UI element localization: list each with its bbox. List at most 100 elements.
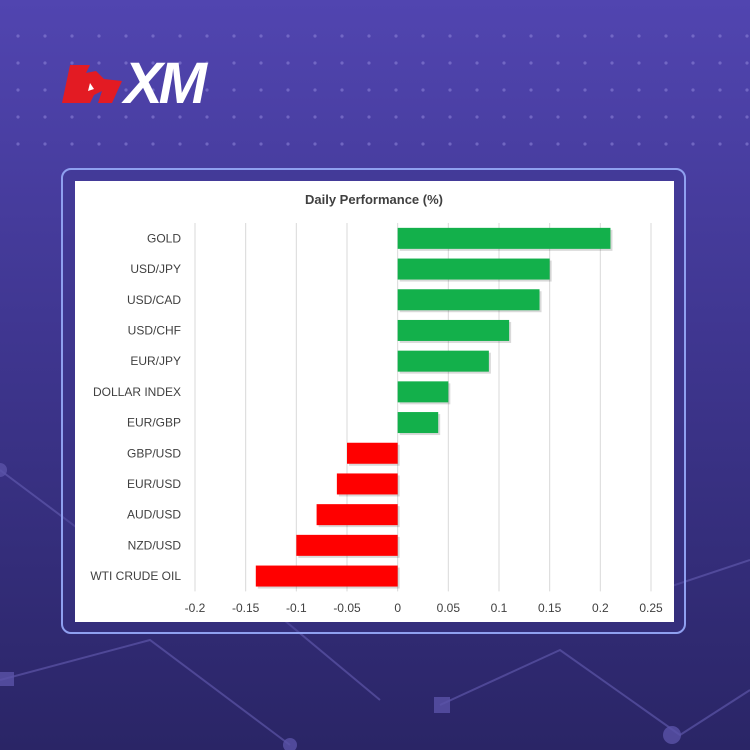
background-dot	[43, 88, 47, 92]
background-dot	[394, 88, 398, 92]
background-dot	[421, 88, 425, 92]
background-dot	[286, 34, 290, 38]
background-dot	[421, 34, 425, 38]
background-dot	[340, 88, 344, 92]
background-dot	[583, 61, 587, 65]
background-dot	[16, 88, 20, 92]
background-dot	[232, 34, 236, 38]
background-dot	[475, 142, 479, 146]
bar	[397, 412, 439, 434]
xm-logo: XM	[60, 55, 207, 113]
background-dot	[583, 88, 587, 92]
background-dot	[205, 142, 209, 146]
x-tick-label: 0.25	[639, 601, 663, 615]
background-dot	[313, 88, 317, 92]
background-dot	[151, 115, 155, 119]
background-dot	[70, 115, 74, 119]
background-dot	[610, 142, 614, 146]
background-dot	[421, 115, 425, 119]
x-tick-label: 0.15	[538, 601, 562, 615]
background-dot	[367, 115, 371, 119]
background-dot	[583, 34, 587, 38]
background-dot	[556, 142, 560, 146]
background-dot	[16, 61, 20, 65]
background-dot	[151, 142, 155, 146]
background-dot	[205, 115, 209, 119]
background-dot	[448, 61, 452, 65]
background-dot	[502, 142, 506, 146]
background-dot	[313, 115, 317, 119]
background-dot	[745, 34, 749, 38]
bar	[347, 442, 398, 464]
background-dot	[745, 142, 749, 146]
background-dot	[637, 115, 641, 119]
background-dot	[70, 34, 74, 38]
background-dot	[637, 142, 641, 146]
background-dot	[43, 34, 47, 38]
background-dot	[556, 34, 560, 38]
x-tick-label: -0.05	[333, 601, 361, 615]
background-dot	[340, 142, 344, 146]
background-dot	[259, 142, 263, 146]
background-dot	[529, 88, 533, 92]
background-dot	[313, 34, 317, 38]
background-dot	[718, 115, 722, 119]
bar	[397, 350, 489, 372]
background-dot	[232, 88, 236, 92]
bar	[255, 565, 398, 587]
background-dot	[232, 115, 236, 119]
background-dot	[529, 142, 533, 146]
background-dot	[259, 88, 263, 92]
background-dot	[421, 142, 425, 146]
x-tick-label: -0.15	[232, 601, 260, 615]
background-dot	[664, 88, 668, 92]
background-dot	[97, 34, 101, 38]
background-dot	[529, 61, 533, 65]
category-label: USD/CHF	[128, 323, 181, 337]
background-dot	[502, 34, 506, 38]
background-dot	[151, 61, 155, 65]
background-dot	[502, 88, 506, 92]
bar	[296, 534, 398, 556]
background-dot	[178, 142, 182, 146]
background-dot	[745, 88, 749, 92]
background-dot	[286, 88, 290, 92]
background-dot	[178, 34, 182, 38]
background-dot	[448, 88, 452, 92]
background-dot	[421, 61, 425, 65]
category-label: GOLD	[147, 231, 181, 245]
category-label: USD/JPY	[130, 262, 181, 276]
chart-panel: Daily Performance (%) GOLD USD/JPY USD/CAD…	[75, 181, 674, 622]
chart-title: Daily Performance (%)	[305, 192, 443, 207]
background-dot	[691, 115, 695, 119]
bar	[397, 381, 449, 403]
background-dot	[583, 142, 587, 146]
daily-performance-chart: Daily Performance (%) GOLD USD/JPY USD/CAD…	[90, 192, 663, 615]
background-dot	[394, 115, 398, 119]
background-dot	[637, 61, 641, 65]
background-dot	[43, 142, 47, 146]
category-label: EUR/JPY	[130, 354, 181, 368]
background-dot	[151, 88, 155, 92]
background-dot	[502, 115, 506, 119]
background-dot	[97, 61, 101, 65]
category-label: NZD/USD	[128, 538, 182, 552]
background-dot	[556, 61, 560, 65]
background-dot	[556, 115, 560, 119]
background-dot	[637, 88, 641, 92]
background-dot	[205, 88, 209, 92]
background-dot	[259, 34, 263, 38]
background-dot	[205, 61, 209, 65]
background-dot	[691, 61, 695, 65]
background-dot	[232, 142, 236, 146]
background-dot	[745, 115, 749, 119]
background-dot	[43, 115, 47, 119]
background-dot	[502, 61, 506, 65]
background-dot	[367, 34, 371, 38]
category-label: EUR/GBP	[127, 416, 181, 430]
bar	[397, 319, 510, 341]
background-dot	[178, 61, 182, 65]
background-dot	[124, 142, 128, 146]
background-dot	[367, 61, 371, 65]
